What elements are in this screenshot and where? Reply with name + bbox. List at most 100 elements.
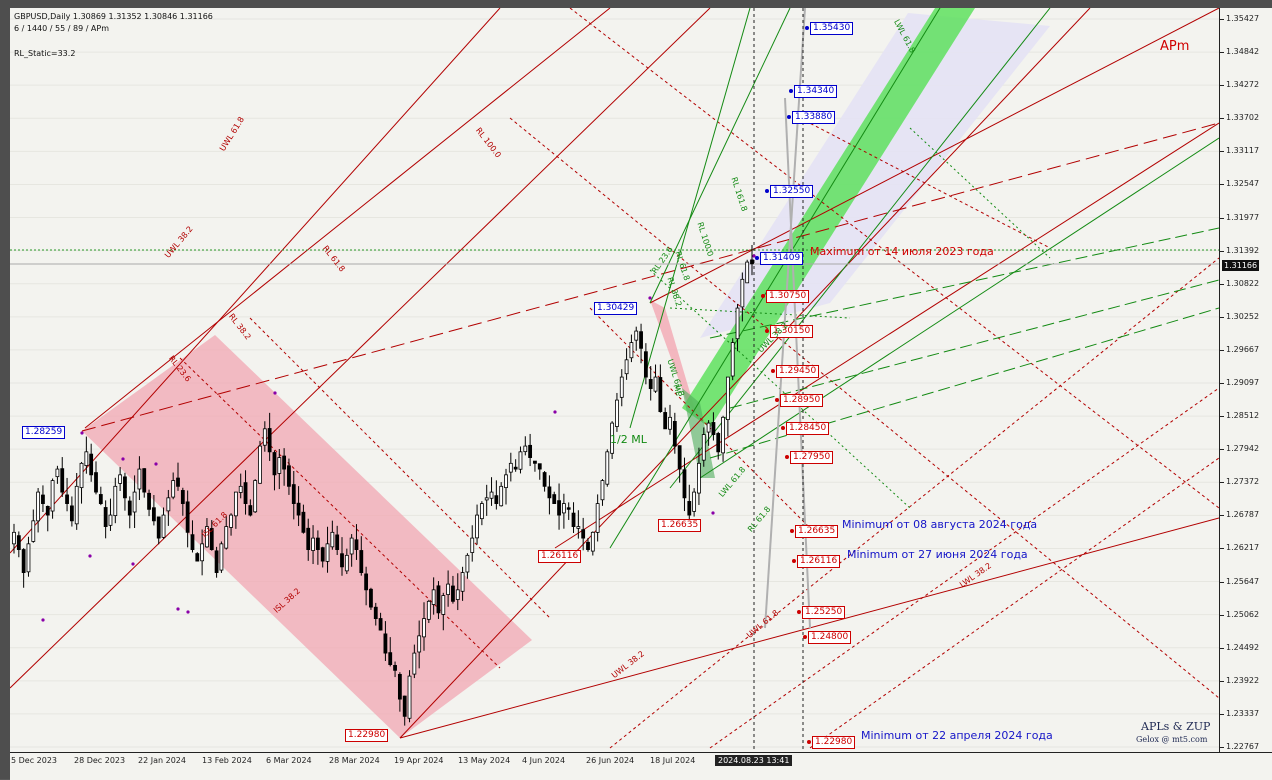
candle-body — [750, 259, 754, 265]
candle-body — [287, 465, 291, 487]
price-tick: 1.35427 — [1219, 14, 1260, 23]
pitchfork-line — [609, 257, 1219, 749]
price-tick: 1.29097 — [1219, 378, 1260, 387]
candle-body — [547, 486, 552, 499]
candle-body — [484, 497, 489, 501]
level-tag[interactable]: 1.24800 — [808, 631, 852, 644]
level-tag[interactable]: 1.30750 — [766, 290, 810, 303]
candle-body — [426, 600, 431, 620]
candle-body — [451, 585, 455, 602]
candle-body — [69, 505, 74, 522]
apm-watermark: APm — [1160, 39, 1190, 54]
fractal-marker — [711, 511, 715, 515]
fractal-marker — [752, 254, 756, 258]
level-tag[interactable]: 1.33880 — [792, 111, 836, 124]
candle-body — [735, 307, 740, 340]
candle-body — [151, 507, 156, 522]
candle-body — [301, 511, 306, 533]
pivot-tag[interactable]: 1.26116 — [538, 550, 582, 563]
candle-body — [84, 451, 89, 466]
pivot-tag[interactable]: 1.30429 — [594, 302, 638, 315]
candle-body — [745, 261, 750, 284]
candle-body — [417, 635, 422, 653]
level-tag-marker — [761, 294, 765, 298]
candle-body — [233, 491, 238, 517]
time-tick: 13 Feb 2024 — [202, 756, 252, 765]
price-tick: 1.24492 — [1219, 642, 1260, 652]
params-header: 6 / 1440 / 55 / 89 / APm — [14, 24, 110, 33]
level-tag[interactable]: 1.28450 — [786, 422, 830, 435]
time-tick: 4 Jun 2024 — [522, 756, 566, 765]
pitchfork-line — [629, 8, 751, 429]
candle-body — [45, 505, 50, 516]
candle-body — [161, 514, 166, 538]
level-tag-marker — [792, 559, 796, 563]
note-min-apr: Minimum от 22 апреля 2024 года — [861, 729, 1053, 742]
candle-body — [441, 595, 446, 615]
level-tag[interactable]: 1.35430 — [810, 22, 854, 35]
fractal-marker — [176, 607, 180, 611]
candle-body — [624, 359, 629, 375]
pivot-tag[interactable]: 1.26635 — [658, 519, 702, 532]
candle-body — [725, 376, 730, 420]
price-tick: 1.28512 — [1219, 411, 1260, 421]
candle-body — [373, 606, 378, 619]
candle-body — [561, 503, 566, 514]
candle-body — [653, 376, 658, 392]
candle-body — [147, 492, 151, 510]
candle-body — [311, 537, 315, 551]
candle-body — [590, 531, 595, 552]
level-tag[interactable]: 1.26116 — [797, 555, 841, 568]
level-tag[interactable]: 1.30150 — [770, 325, 814, 338]
pivot-tag[interactable]: 1.28259 — [22, 426, 66, 439]
candle-body — [407, 675, 412, 719]
level-tag[interactable]: 1.22980 — [812, 736, 856, 749]
time-axis[interactable]: 5 Dec 2023 28 Dec 2023 22 Jan 2024 13 Feb 2… — [10, 752, 1272, 780]
candle-body — [393, 665, 397, 671]
chart-plot[interactable] — [10, 8, 1219, 752]
pitchfork-line — [81, 122, 1219, 432]
time-tick: 13 May 2024 — [458, 756, 511, 765]
candle-body — [214, 550, 219, 573]
pitchfork-line — [399, 8, 1091, 739]
chart-area[interactable]: GBPUSD,Daily 1.30869 1.31352 1.30846 1.3… — [10, 8, 1219, 752]
level-tag[interactable]: 1.25250 — [802, 606, 846, 619]
level-tag[interactable]: 1.32550 — [770, 185, 814, 198]
price-tick: 1.27372 — [1219, 477, 1260, 487]
candle-body — [692, 491, 697, 512]
candle-body — [605, 451, 610, 485]
level-tag[interactable]: 1.31409 — [760, 252, 804, 265]
candle-body — [619, 376, 624, 398]
level-tag[interactable]: 1.26635 — [795, 525, 839, 538]
candle-body — [21, 549, 26, 573]
level-tag[interactable]: 1.34340 — [794, 85, 838, 98]
time-tick: 19 Apr 2024 — [394, 756, 444, 765]
candle-body — [272, 452, 277, 476]
candle-body — [557, 500, 561, 516]
time-tick: 18 Jul 2024 — [650, 756, 696, 765]
level-tag[interactable]: 1.27950 — [790, 451, 834, 464]
level-tag[interactable]: 1.28950 — [780, 394, 824, 407]
price-tick: 1.23922 — [1219, 675, 1260, 685]
candle-body — [397, 673, 402, 700]
candle-body — [330, 531, 335, 548]
candle-body — [489, 491, 494, 499]
level-tag[interactable]: 1.29450 — [776, 365, 820, 378]
candle-body — [31, 520, 36, 542]
candle-body — [629, 342, 634, 359]
candle-body — [291, 484, 296, 504]
fractal-marker — [186, 610, 190, 614]
pivot-tag[interactable]: 1.22980 — [345, 729, 389, 742]
candle-body — [185, 501, 190, 533]
pitchfork-line — [569, 8, 1219, 509]
pitchfork-line — [699, 137, 1219, 479]
level-tag-marker — [755, 256, 759, 260]
candle-body — [229, 514, 233, 528]
candle-body — [470, 537, 475, 553]
pitchfork-line — [909, 127, 1051, 259]
candle-body — [258, 445, 262, 484]
candle-body — [118, 474, 123, 484]
fractal-marker — [154, 462, 158, 466]
price-axis[interactable]: 1.35427 1.34842 1.34272 1.33702 1.33117 1.325… — [1219, 8, 1272, 752]
candle-body — [127, 500, 132, 516]
